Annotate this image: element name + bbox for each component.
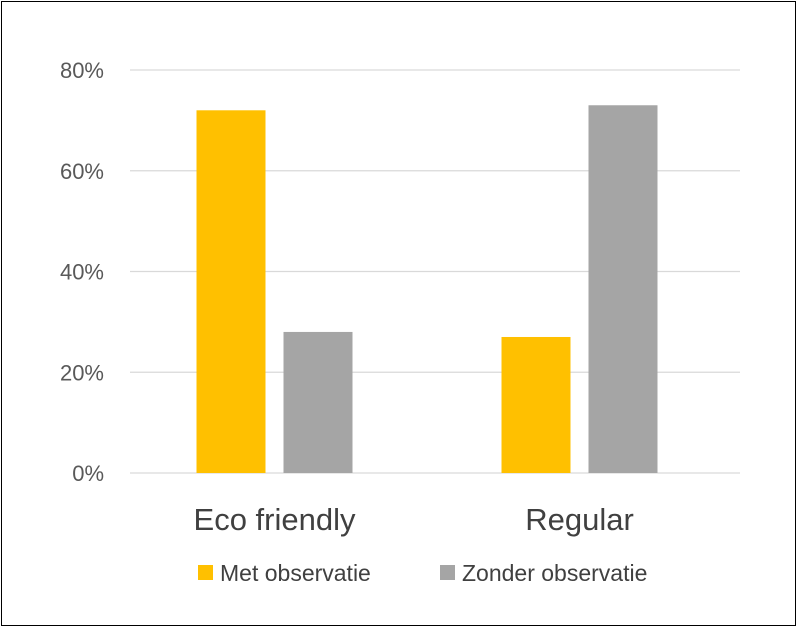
bars bbox=[196, 105, 658, 474]
y-tick-label: 40% bbox=[60, 260, 104, 285]
y-tick-label: 80% bbox=[60, 58, 104, 83]
bar-met-observatie-eco-friendly bbox=[196, 110, 266, 474]
x-category-label: Regular bbox=[525, 502, 634, 537]
y-tick-label: 20% bbox=[60, 360, 104, 385]
legend-swatch bbox=[440, 565, 455, 580]
legend: Met observatie Zonder observatie bbox=[198, 560, 647, 586]
y-tick-label: 0% bbox=[72, 461, 104, 486]
y-tick-label: 60% bbox=[60, 159, 104, 184]
legend-swatch bbox=[198, 565, 213, 580]
legend-label: Zonder observatie bbox=[462, 560, 647, 586]
bar-met-observatie-regular bbox=[501, 336, 571, 473]
bar-zonder-observatie-eco-friendly bbox=[283, 331, 353, 473]
legend-label: Met observatie bbox=[220, 560, 371, 586]
x-category-label: Eco friendly bbox=[194, 502, 356, 537]
bar-zonder-observatie-regular bbox=[588, 105, 658, 473]
x-axis-categories: Eco friendly Regular bbox=[194, 502, 634, 537]
y-axis-ticks: 0% 20% 40% 60% 80% bbox=[60, 58, 104, 486]
